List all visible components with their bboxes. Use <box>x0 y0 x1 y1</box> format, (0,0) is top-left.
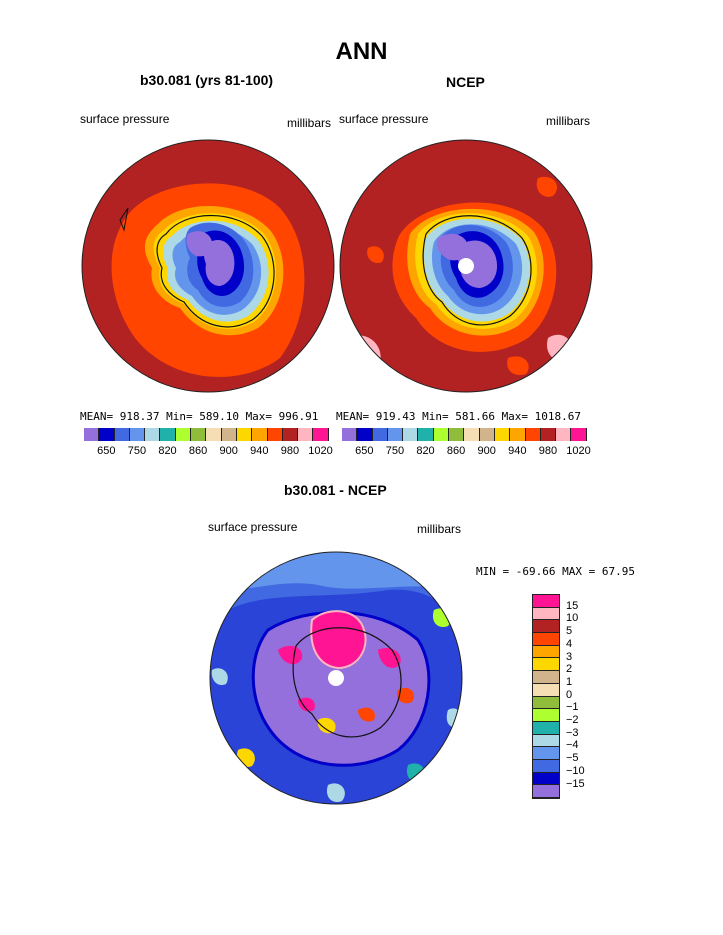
colorbar-swatch <box>510 428 526 441</box>
colorbar-swatch <box>533 772 559 786</box>
colorbar-tick-label: 650 <box>97 445 116 457</box>
panel-diff-field-label: surface pressure <box>208 520 298 534</box>
colorbar-tick-label: 860 <box>188 445 208 457</box>
colorbar-swatch <box>533 759 559 773</box>
colorbar-tick-label: 940 <box>508 445 527 457</box>
colorbar-swatch <box>418 428 434 441</box>
colorbar-swatch <box>129 428 146 441</box>
colorbar-swatch <box>533 785 559 798</box>
colorbar-tick-label: 650 <box>355 445 374 457</box>
colorbar-swatch <box>556 428 572 441</box>
colorbar-swatch <box>433 428 450 441</box>
colorbar-swatch <box>252 428 268 441</box>
colorbar-tick-label: 940 <box>250 445 269 457</box>
colorbar-swatch <box>114 428 130 441</box>
colorbar-tick-label: 15 <box>566 599 579 612</box>
colorbar-swatch <box>282 428 299 441</box>
colorbar-tick-label: −3 <box>566 726 579 739</box>
colorbar-swatch <box>99 428 115 441</box>
colorbar-tick-label: 5 <box>566 625 573 638</box>
colorbar-swatch <box>571 428 587 441</box>
colorbar-tick-label: −5 <box>566 752 579 765</box>
colorbar-tick-label: 3 <box>566 650 573 663</box>
panel-ncep-units-label: millibars <box>546 114 591 128</box>
colorbar-tick-label: −10 <box>566 764 585 777</box>
colorbar-tick-label: −15 <box>566 777 585 790</box>
page-title: ANN <box>335 38 388 65</box>
colorbar-swatch <box>342 428 358 441</box>
colorbar-swatch <box>313 428 329 441</box>
colorbar-swatch <box>387 428 404 441</box>
colorbar-tick-label: 820 <box>416 445 435 457</box>
diff-polar-map <box>209 551 463 805</box>
colorbar-swatch <box>449 428 465 441</box>
colorbar-swatch <box>533 671 559 684</box>
colorbar-swatch <box>298 428 314 441</box>
colorbar-tick-label: 0 <box>566 688 573 701</box>
colorbar-tick-label: 10 <box>566 612 579 625</box>
colorbar-tick-label: 1 <box>566 675 573 688</box>
colorbar-tick-label: 860 <box>446 445 466 457</box>
colorbar-swatch <box>533 721 559 735</box>
panel-diff-units-label: millibars <box>417 522 462 536</box>
panel-ncep-title: NCEP <box>446 74 485 90</box>
colorbar-swatch <box>533 683 559 697</box>
panel-model-title: b30.081 (yrs 81-100) <box>140 72 274 88</box>
colorbar-swatch <box>533 734 559 748</box>
colorbar-swatch <box>267 428 283 441</box>
panel-diff-title: b30.081 - NCEP <box>284 482 387 498</box>
model-polar-map <box>81 139 335 393</box>
colorbar-tick-label: −4 <box>566 739 579 752</box>
diff-stats: MIN = -69.66 MAX = 67.95 <box>476 565 635 578</box>
colorbar-swatch <box>221 428 237 441</box>
panel-model-units-label: millibars <box>287 116 332 130</box>
colorbar-tick-label: −2 <box>566 714 579 726</box>
colorbar-tick-label: 750 <box>385 445 405 457</box>
colorbar-swatch <box>191 428 207 441</box>
colorbar-swatch <box>540 428 557 441</box>
colorbar-swatch <box>160 428 176 441</box>
colorbar-swatch <box>479 428 495 441</box>
colorbar-swatch <box>533 620 559 634</box>
colorbar-swatch <box>533 658 559 672</box>
colorbar-swatch <box>464 428 480 441</box>
colorbar-tick-label: 980 <box>538 445 558 457</box>
diff-colorbar <box>532 594 560 799</box>
ncep-colorbar <box>342 428 587 441</box>
colorbar-tick-label: 1020 <box>566 445 591 457</box>
colorbar-swatch <box>175 428 192 441</box>
colorbar-swatch <box>533 607 559 621</box>
colorbar-swatch <box>533 645 559 659</box>
colorbar-swatch <box>403 428 419 441</box>
panel-ncep-field-label: surface pressure <box>339 112 429 126</box>
colorbar-swatch <box>372 428 388 441</box>
colorbar-swatch <box>533 696 559 710</box>
colorbar-tick-label: 820 <box>158 445 177 457</box>
colorbar-swatch <box>236 428 253 441</box>
colorbar-tick-label: 980 <box>280 445 300 457</box>
colorbar-swatch <box>533 747 559 760</box>
colorbar-tick-label: 1020 <box>308 445 333 457</box>
colorbar-swatch <box>533 633 559 646</box>
colorbar-swatch <box>145 428 161 441</box>
ncep-polar-map <box>339 139 593 393</box>
colorbar-tick-label: −1 <box>566 701 579 714</box>
colorbar-swatch <box>206 428 222 441</box>
ncep-stats: MEAN= 919.43 Min= 581.66 Max= 1018.67 <box>336 410 582 423</box>
model-colorbar <box>84 428 329 441</box>
colorbar-swatch <box>533 709 559 722</box>
colorbar-tick-label: 900 <box>477 445 496 457</box>
colorbar-swatch <box>84 428 100 441</box>
colorbar-swatch <box>533 595 559 608</box>
colorbar-tick-label: 4 <box>566 637 573 650</box>
colorbar-tick-label: 2 <box>566 663 573 676</box>
colorbar-swatch <box>525 428 541 441</box>
panel-model-field-label: surface pressure <box>80 112 170 126</box>
colorbar-tick-label: 750 <box>127 445 147 457</box>
colorbar-swatch <box>357 428 373 441</box>
colorbar-tick-label: 900 <box>219 445 238 457</box>
model-stats: MEAN= 918.37 Min= 589.10 Max= 996.91 <box>80 410 319 423</box>
colorbar-swatch <box>494 428 511 441</box>
